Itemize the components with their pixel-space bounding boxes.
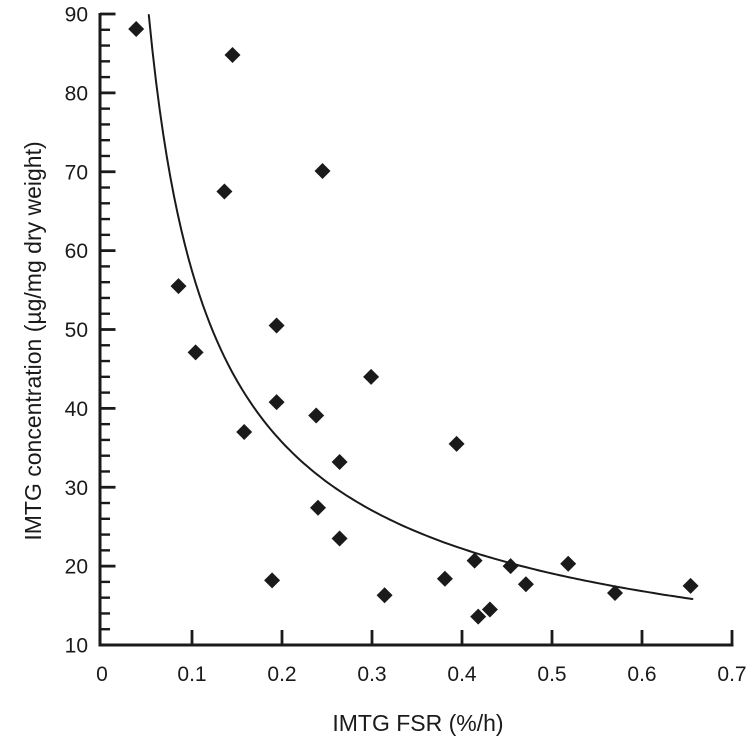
y-tick-label: 20 — [65, 556, 88, 579]
data-point-marker — [308, 407, 325, 424]
y-axis-tick-labels: 10 20 30 40 50 60 70 80 90 — [65, 4, 88, 658]
data-point-marker — [466, 552, 483, 569]
data-point-marker — [517, 576, 534, 593]
y-tick-label: 10 — [65, 635, 88, 658]
data-point-marker — [216, 183, 233, 200]
data-point-marker — [470, 608, 487, 625]
y-tick-label: 80 — [65, 82, 88, 105]
y-axis-title: IMTG concentration (µg/mg dry weight) — [20, 141, 46, 540]
data-point-marker — [436, 570, 453, 587]
y-tick-label: 70 — [65, 161, 88, 184]
data-point-marker — [187, 344, 204, 361]
x-axis-tick-labels: 0 0.1 0.2 0.3 0.4 0.5 0.6 0.7 — [96, 663, 746, 686]
data-point-marker — [502, 558, 519, 575]
x-tick-label: 0.1 — [177, 663, 206, 686]
x-tick-label: 0 — [96, 663, 108, 686]
x-axis-title: IMTG FSR (%/h) — [332, 710, 503, 736]
data-point-marker — [224, 47, 241, 64]
y-tick-label: 40 — [65, 398, 88, 421]
x-tick-label: 0.6 — [627, 663, 656, 686]
data-point-marker — [236, 424, 253, 441]
data-point-marker — [314, 162, 331, 179]
data-point-marker — [376, 587, 393, 604]
data-point-marker — [268, 317, 285, 334]
data-point-marker — [682, 577, 699, 594]
x-axis-ticks — [190, 630, 734, 645]
y-tick-label: 60 — [65, 240, 88, 263]
x-tick-label: 0.4 — [447, 663, 477, 686]
y-tick-label: 50 — [65, 319, 88, 342]
data-points — [128, 20, 699, 625]
data-point-marker — [560, 555, 577, 572]
data-point-marker — [264, 572, 281, 589]
data-point-marker — [607, 584, 623, 601]
x-tick-label: 0.7 — [717, 663, 746, 686]
data-point-marker — [268, 394, 285, 411]
data-point-marker — [170, 278, 187, 295]
y-tick-label: 90 — [65, 4, 88, 27]
data-point-marker — [481, 601, 498, 618]
x-tick-label: 0.5 — [537, 663, 566, 686]
data-point-marker — [363, 368, 380, 385]
y-axis-ticks — [100, 12, 116, 647]
y-tick-label: 30 — [65, 477, 88, 500]
fit-curve — [147, 14, 694, 600]
x-tick-label: 0.3 — [357, 663, 386, 686]
data-point-marker — [310, 499, 326, 516]
data-point-marker — [331, 454, 348, 471]
data-point-marker — [128, 20, 145, 37]
data-point-marker — [448, 435, 465, 452]
x-tick-label: 0.2 — [267, 663, 296, 686]
data-point-marker — [331, 530, 348, 547]
